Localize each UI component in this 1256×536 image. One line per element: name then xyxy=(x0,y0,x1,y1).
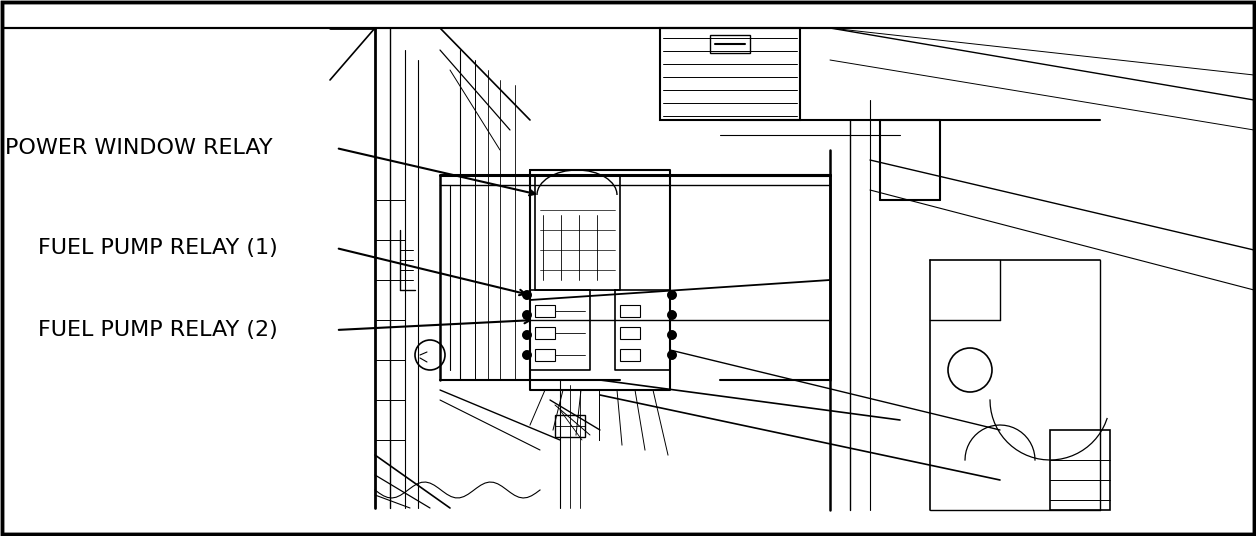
Bar xyxy=(659,28,800,120)
Circle shape xyxy=(522,291,531,299)
Circle shape xyxy=(522,331,531,339)
Circle shape xyxy=(522,311,531,319)
Circle shape xyxy=(522,351,531,359)
Text: POWER WINDOW RELAY: POWER WINDOW RELAY xyxy=(5,138,273,158)
Circle shape xyxy=(668,291,676,299)
Bar xyxy=(535,327,555,339)
Circle shape xyxy=(668,351,676,359)
Bar xyxy=(535,349,555,361)
Text: FUEL PUMP RELAY (1): FUEL PUMP RELAY (1) xyxy=(38,238,278,258)
Bar xyxy=(620,305,641,317)
Bar xyxy=(710,35,750,53)
Circle shape xyxy=(668,331,676,339)
Bar xyxy=(555,415,585,437)
Circle shape xyxy=(668,311,676,319)
Bar xyxy=(620,349,641,361)
Bar xyxy=(620,327,641,339)
Bar xyxy=(535,305,555,317)
Bar xyxy=(1050,430,1110,510)
Text: FUEL PUMP RELAY (2): FUEL PUMP RELAY (2) xyxy=(38,320,278,340)
